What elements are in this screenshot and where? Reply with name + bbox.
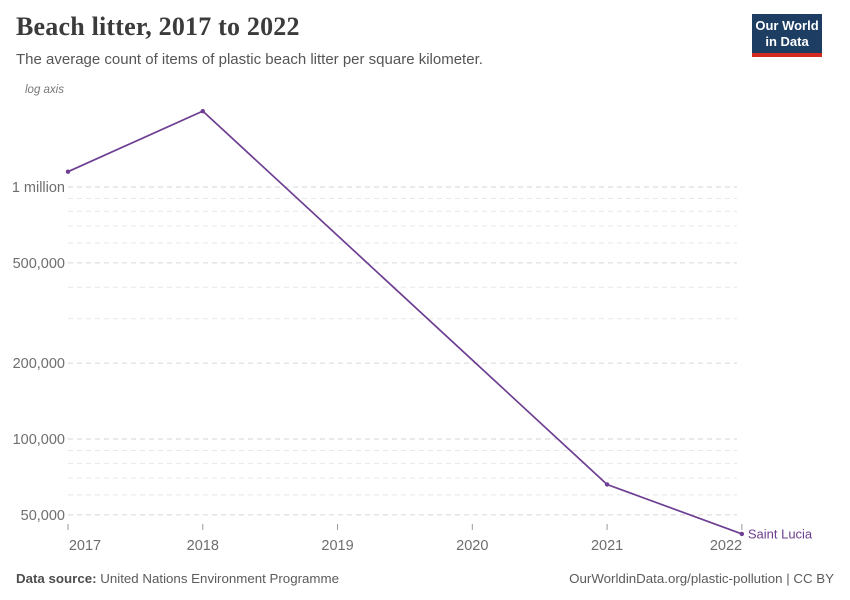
data-source: Data source: United Nations Environment … xyxy=(16,571,339,586)
x-axis-tick-label: 2019 xyxy=(321,538,353,554)
logo-line-1: Our World xyxy=(755,18,819,33)
chart-subtitle: The average count of items of plastic be… xyxy=(16,51,483,68)
y-axis-tick-label: 1 million xyxy=(12,180,65,196)
data-point[interactable] xyxy=(200,108,205,114)
y-axis-tick-label: 50,000 xyxy=(21,508,65,524)
data-source-value: United Nations Environment Programme xyxy=(100,571,339,586)
owid-logo: Our World in Data xyxy=(752,14,822,57)
chart-header: Beach litter, 2017 to 2022 The average c… xyxy=(16,12,834,69)
data-point[interactable] xyxy=(65,169,71,174)
x-axis-tick-label: 2021 xyxy=(591,538,623,554)
x-axis-tick-label: 2022 xyxy=(710,538,742,554)
chart-footer: Data source: United Nations Environment … xyxy=(16,571,834,586)
page-title: Beach litter, 2017 to 2022 xyxy=(16,12,300,41)
logo-line-2: in Data xyxy=(765,34,809,49)
data-source-label: Data source: xyxy=(16,571,97,586)
x-axis-tick-label: 2020 xyxy=(456,538,488,554)
footer-link[interactable]: OurWorldinData.org/plastic-pollution | C… xyxy=(569,571,834,586)
data-point[interactable] xyxy=(604,482,610,487)
log-axis-label: log axis xyxy=(25,84,64,96)
data-line xyxy=(67,110,743,535)
y-axis-tick-label: 100,000 xyxy=(13,432,65,448)
x-axis-tick-label: 2018 xyxy=(187,538,219,554)
data-point[interactable] xyxy=(739,531,745,537)
y-axis-tick-label: 200,000 xyxy=(13,356,65,372)
y-axis-tick-label: 500,000 xyxy=(13,256,65,272)
x-axis-tick-label: 2017 xyxy=(69,538,101,554)
entity-label[interactable]: Saint Lucia xyxy=(748,526,813,541)
